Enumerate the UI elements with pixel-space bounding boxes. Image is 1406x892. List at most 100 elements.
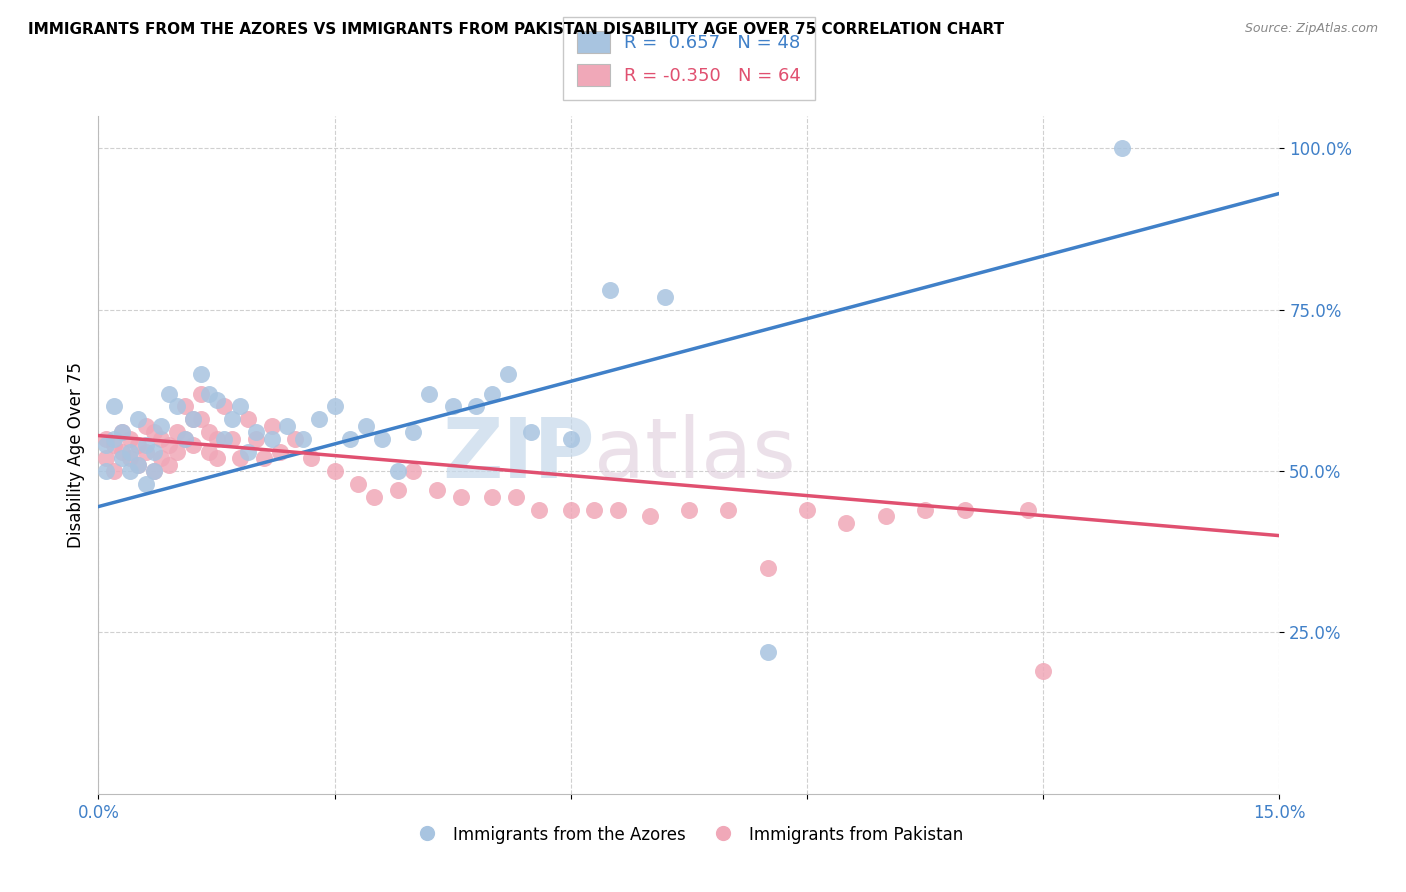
Point: [875, 509, 897, 524]
Point: [111, 451, 134, 466]
Point: [599, 283, 621, 297]
Point: [190, 368, 212, 382]
Point: [111, 425, 134, 440]
Point: [339, 432, 361, 446]
Point: [197, 425, 219, 440]
Point: [190, 386, 212, 401]
Point: [245, 425, 267, 440]
Point: [111, 425, 134, 440]
Point: [354, 418, 377, 433]
Point: [142, 464, 165, 478]
Point: [245, 432, 267, 446]
Point: [229, 451, 252, 466]
Point: [135, 477, 157, 491]
Point: [214, 400, 236, 414]
Point: [371, 432, 394, 446]
Point: [157, 438, 180, 452]
Point: [607, 503, 630, 517]
Point: [111, 444, 134, 458]
Point: [127, 438, 149, 452]
Point: [505, 490, 527, 504]
Point: [142, 425, 165, 440]
Point: [142, 464, 165, 478]
Point: [496, 368, 519, 382]
Point: [157, 386, 180, 401]
Point: [135, 444, 157, 458]
Point: [678, 503, 700, 517]
Point: [387, 483, 409, 498]
Point: [205, 451, 228, 466]
Legend: Immigrants from the Azores, Immigrants from Pakistan: Immigrants from the Azores, Immigrants f…: [406, 816, 972, 854]
Point: [103, 438, 125, 452]
Point: [135, 418, 157, 433]
Text: ZIP: ZIP: [441, 415, 595, 495]
Point: [103, 432, 125, 446]
Point: [103, 464, 125, 478]
Point: [1032, 664, 1054, 678]
Point: [181, 412, 204, 426]
Point: [135, 438, 157, 452]
Point: [638, 509, 661, 524]
Point: [205, 392, 228, 407]
Point: [654, 290, 676, 304]
Point: [127, 458, 149, 472]
Point: [197, 444, 219, 458]
Point: [560, 432, 582, 446]
Point: [174, 432, 197, 446]
Point: [402, 425, 425, 440]
Point: [756, 561, 779, 575]
Point: [205, 432, 228, 446]
Point: [402, 464, 425, 478]
Y-axis label: Disability Age Over 75: Disability Age Over 75: [66, 362, 84, 548]
Point: [450, 490, 472, 504]
Point: [157, 458, 180, 472]
Point: [835, 516, 858, 530]
Point: [520, 425, 543, 440]
Text: Source: ZipAtlas.com: Source: ZipAtlas.com: [1244, 22, 1378, 36]
Point: [308, 412, 330, 426]
Point: [465, 400, 488, 414]
Point: [221, 412, 243, 426]
Point: [181, 412, 204, 426]
Point: [166, 425, 188, 440]
Point: [260, 432, 283, 446]
Point: [1111, 141, 1133, 155]
Point: [142, 444, 165, 458]
Point: [181, 438, 204, 452]
Point: [214, 432, 236, 446]
Point: [150, 451, 173, 466]
Point: [323, 400, 346, 414]
Point: [197, 386, 219, 401]
Point: [229, 400, 252, 414]
Point: [953, 503, 976, 517]
Point: [190, 412, 212, 426]
Point: [236, 444, 259, 458]
Point: [363, 490, 385, 504]
Text: IMMIGRANTS FROM THE AZORES VS IMMIGRANTS FROM PAKISTAN DISABILITY AGE OVER 75 CO: IMMIGRANTS FROM THE AZORES VS IMMIGRANTS…: [28, 22, 1004, 37]
Point: [796, 503, 818, 517]
Point: [560, 503, 582, 517]
Point: [236, 412, 259, 426]
Point: [323, 464, 346, 478]
Point: [441, 400, 464, 414]
Point: [96, 464, 118, 478]
Point: [150, 418, 173, 433]
Point: [426, 483, 449, 498]
Point: [418, 386, 440, 401]
Point: [118, 464, 141, 478]
Point: [118, 432, 141, 446]
Point: [127, 412, 149, 426]
Point: [292, 432, 315, 446]
Point: [717, 503, 740, 517]
Point: [221, 432, 243, 446]
Point: [299, 451, 322, 466]
Point: [529, 503, 551, 517]
Point: [118, 444, 141, 458]
Point: [481, 386, 503, 401]
Point: [166, 400, 188, 414]
Point: [174, 432, 197, 446]
Point: [96, 451, 118, 466]
Point: [276, 418, 298, 433]
Point: [103, 400, 125, 414]
Point: [118, 451, 141, 466]
